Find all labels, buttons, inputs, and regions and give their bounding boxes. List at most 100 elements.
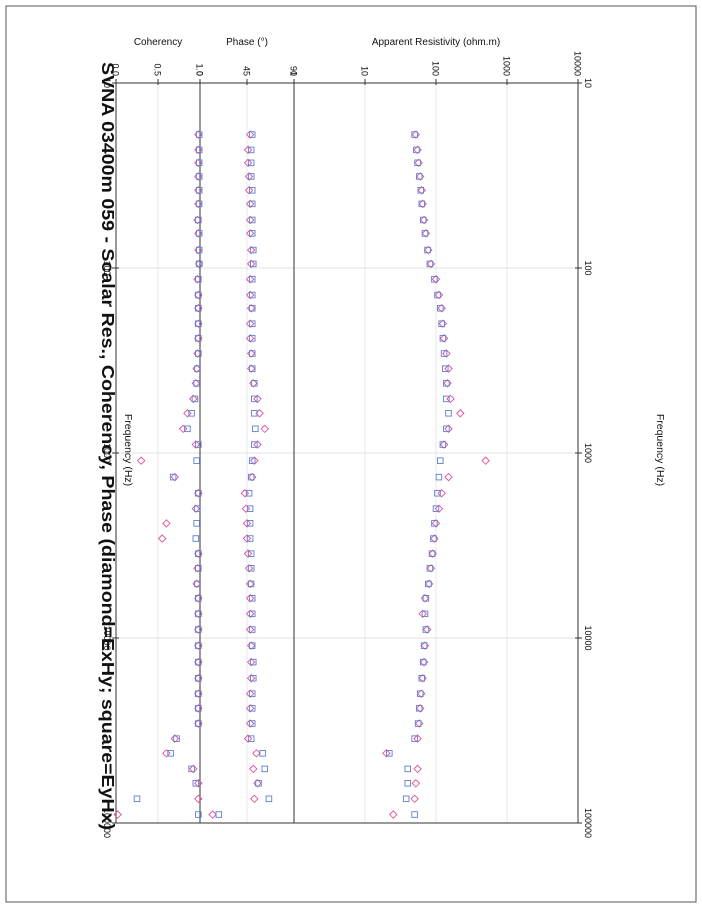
point-exhy-phase <box>250 456 259 465</box>
point-eyhx-coherency <box>195 200 203 208</box>
point-exhy-resistivity <box>434 504 444 513</box>
point-eyhx-resistivity <box>421 230 429 237</box>
point-exhy-resistivity <box>413 764 422 774</box>
point-exhy-coherency <box>113 810 122 819</box>
point-eyhx-resistivity <box>442 365 449 372</box>
point-exhy-resistivity <box>444 424 453 434</box>
point-eyhx-resistivity <box>411 131 418 138</box>
x-tick-label-top: 1000 <box>583 443 593 463</box>
point-exhy-resistivity <box>411 779 421 788</box>
point-eyhx-phase <box>246 520 254 527</box>
point-eyhx-resistivity <box>440 350 448 357</box>
point-eyhx-phase <box>265 795 273 803</box>
point-eyhx-coherency <box>195 441 202 448</box>
y-tick-label: 0 <box>195 71 205 76</box>
point-eyhx-phase <box>259 750 266 757</box>
point-eyhx-coherency <box>195 610 202 618</box>
point-eyhx-resistivity <box>426 565 434 572</box>
point-eyhx-resistivity <box>443 425 450 433</box>
point-eyhx-resistivity <box>425 580 432 588</box>
y-tick-label: 0.5 <box>153 63 163 76</box>
point-eyhx-coherency <box>195 131 203 138</box>
point-eyhx-phase <box>247 565 255 572</box>
point-eyhx-resistivity <box>413 146 420 154</box>
point-eyhx-coherency <box>188 765 195 773</box>
point-exhy-resistivity <box>456 409 465 418</box>
point-eyhx-resistivity <box>437 304 444 312</box>
y-tick-label: 0.0 <box>111 63 121 76</box>
point-eyhx-resistivity <box>414 159 421 167</box>
point-eyhx-phase <box>248 187 256 194</box>
point-eyhx-resistivity <box>404 765 411 773</box>
point-eyhx-phase <box>248 230 256 237</box>
point-exhy-coherency <box>157 534 167 543</box>
point-eyhx-coherency <box>133 795 141 803</box>
point-exhy-resistivity <box>410 794 419 804</box>
point-eyhx-coherency <box>192 535 200 542</box>
point-eyhx-phase <box>251 395 258 403</box>
point-exhy-resistivity <box>444 364 453 373</box>
rotated-plot: SVNA 03400m 059 - Scalar Res., Coherency… <box>98 37 666 838</box>
x-axis-label-bottom: Frequency (Hz) <box>654 414 666 486</box>
point-eyhx-resistivity <box>439 335 447 342</box>
point-eyhx-coherency <box>167 750 174 757</box>
point-exhy-coherency <box>162 519 171 528</box>
point-exhy-coherency <box>194 794 203 804</box>
point-eyhx-phase <box>251 380 258 387</box>
point-eyhx-phase <box>250 246 257 254</box>
point-eyhx-phase <box>248 216 256 224</box>
point-eyhx-resistivity <box>418 674 426 682</box>
panels: 1 10 100 1000 10000 Apparent Resistivity (ohm… <box>111 37 583 824</box>
page-border <box>5 5 697 903</box>
point-eyhx-phase <box>251 410 258 417</box>
point-exhy-coherency <box>136 456 146 465</box>
point-eyhx-phase <box>247 173 255 180</box>
point-exhy-phase <box>250 794 259 804</box>
point-eyhx-resistivity <box>426 260 434 268</box>
point-eyhx-phase <box>247 580 255 588</box>
point-eyhx-resistivity <box>431 520 438 527</box>
point-eyhx-coherency <box>193 520 200 527</box>
point-eyhx-phase <box>250 658 257 666</box>
y-axis-label-phase: Phase (°) <box>226 37 268 48</box>
point-eyhx-phase <box>250 674 257 682</box>
point-eyhx-resistivity <box>415 173 423 180</box>
x-axis-label-top: Frequency (Hz) <box>122 414 134 486</box>
point-eyhx-resistivity <box>428 550 436 557</box>
point-eyhx-phase <box>215 811 223 818</box>
point-eyhx-phase <box>248 320 256 327</box>
point-eyhx-phase <box>251 441 258 448</box>
point-eyhx-resistivity <box>411 811 418 818</box>
point-eyhx-phase <box>248 595 256 602</box>
y-tick-label: 10 <box>360 66 370 76</box>
point-eyhx-resistivity <box>434 489 441 497</box>
point-exhy-resistivity <box>389 810 398 819</box>
point-eyhx-phase <box>248 131 256 138</box>
point-eyhx-coherency <box>193 380 200 387</box>
point-eyhx-resistivity <box>443 380 450 387</box>
point-eyhx-phase <box>261 765 269 773</box>
point-eyhx-coherency <box>195 173 203 180</box>
point-eyhx-coherency <box>195 595 202 602</box>
point-eyhx-coherency <box>195 291 202 299</box>
point-eyhx-phase <box>248 720 256 727</box>
point-eyhx-phase <box>248 304 256 312</box>
point-eyhx-resistivity <box>411 735 418 742</box>
point-exhy-coherency <box>194 779 203 788</box>
point-eyhx-phase <box>252 425 259 433</box>
point-eyhx-coherency <box>195 146 203 154</box>
point-exhy-resistivity <box>413 734 422 743</box>
point-eyhx-coherency <box>195 230 203 237</box>
point-eyhx-resistivity <box>419 658 427 666</box>
point-eyhx-coherency <box>195 187 203 194</box>
point-exhy-phase <box>253 394 262 404</box>
y-tick-label: 10000 <box>573 51 583 76</box>
point-eyhx-coherency <box>195 350 202 357</box>
point-eyhx-coherency <box>195 626 202 633</box>
point-eyhx-phase <box>248 690 256 697</box>
point-eyhx-coherency <box>188 410 195 417</box>
point-eyhx-resistivity <box>434 291 441 299</box>
point-eyhx-coherency <box>195 550 202 557</box>
point-eyhx-phase <box>248 642 256 649</box>
point-eyhx-coherency <box>184 425 191 433</box>
